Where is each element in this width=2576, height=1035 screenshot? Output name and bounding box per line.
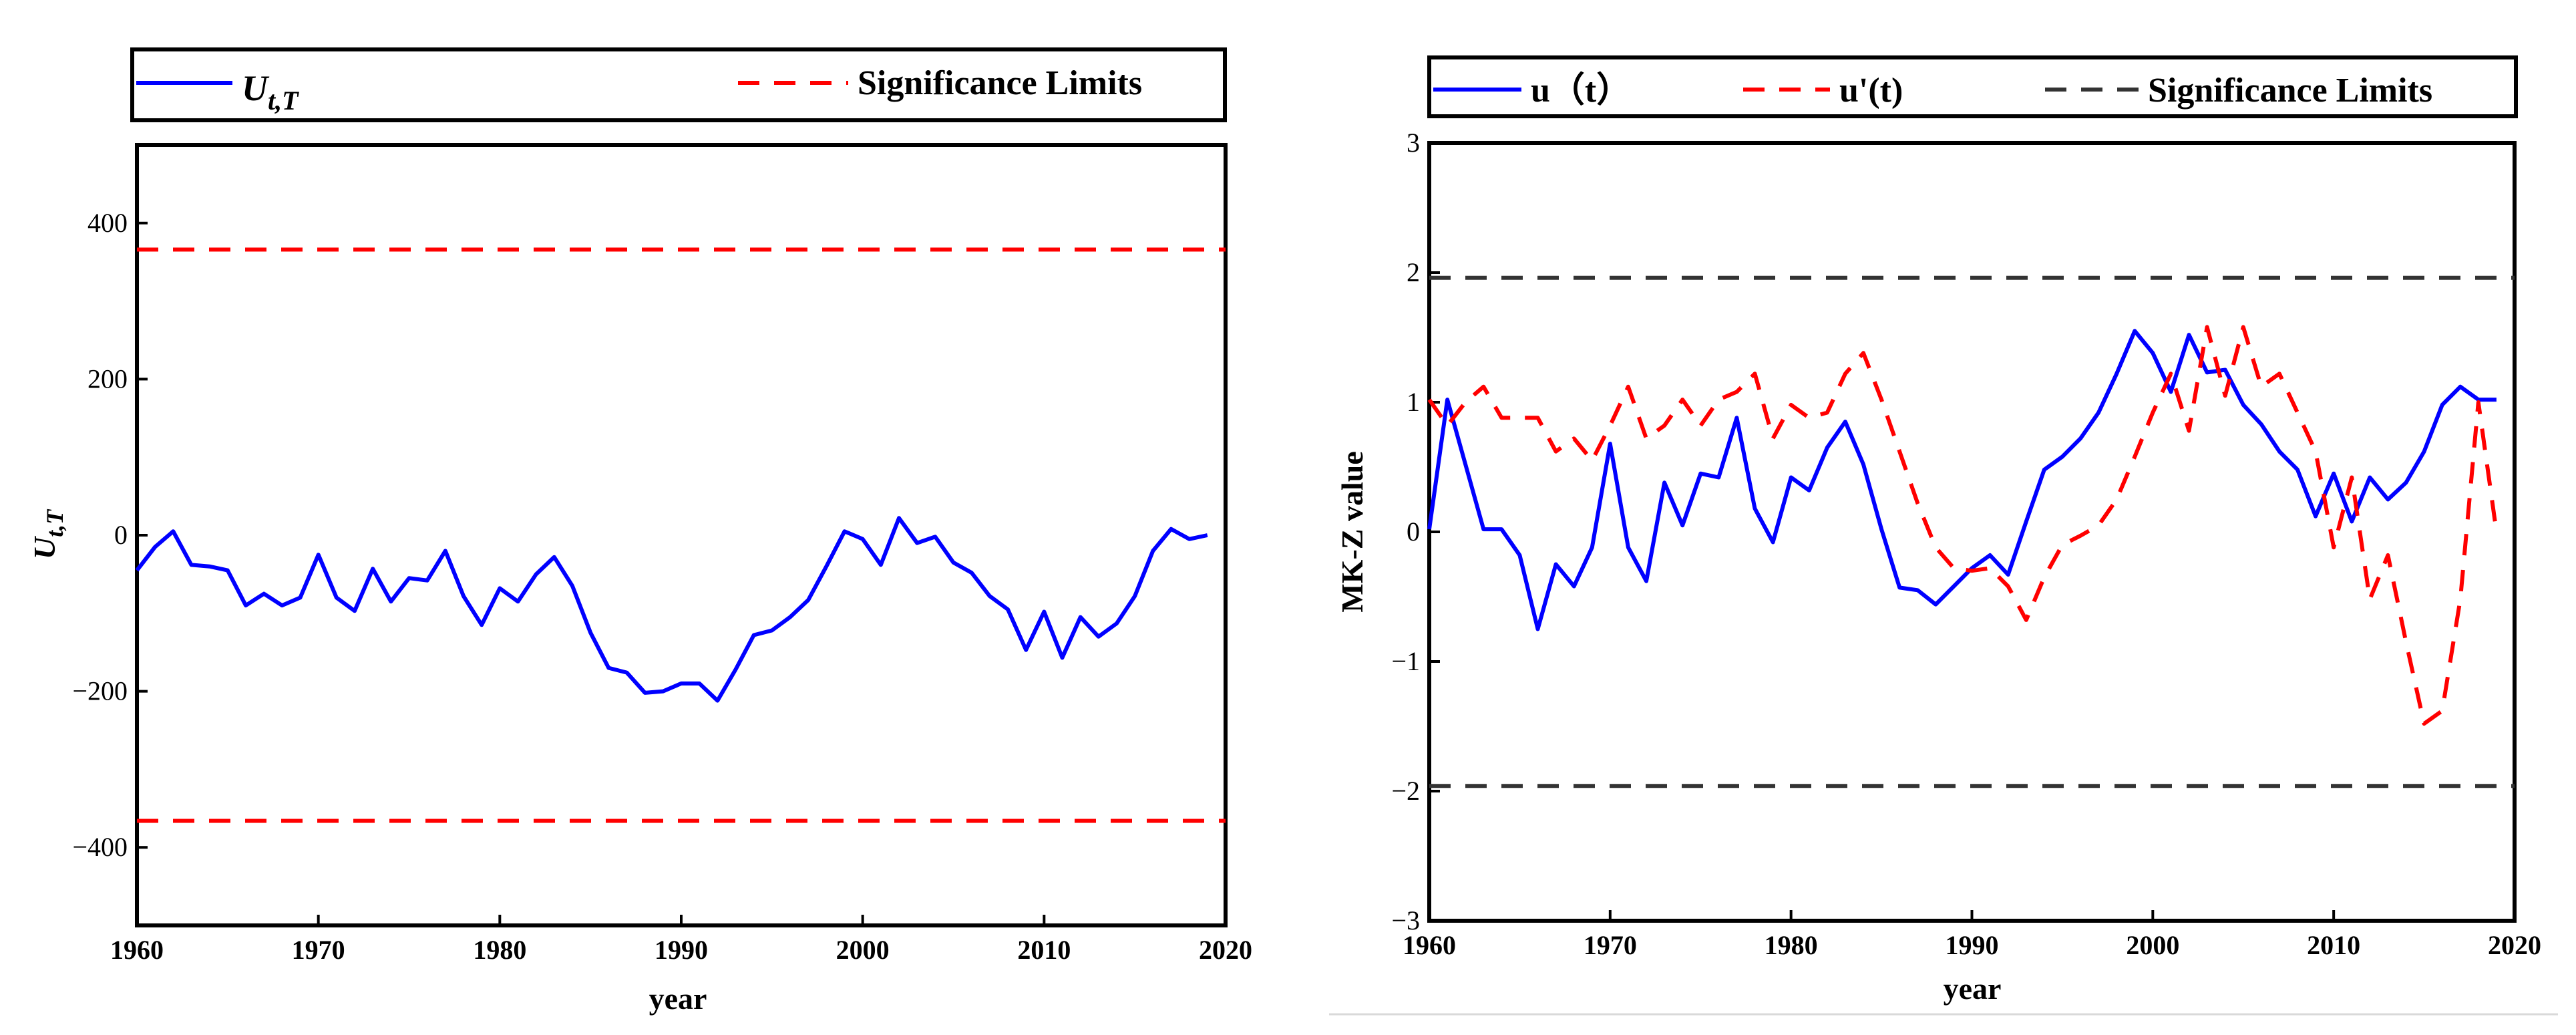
left-y-tick-label: 400 bbox=[87, 208, 128, 238]
left-x-tick-label: 1990 bbox=[655, 935, 708, 965]
left-chart: Ut,T Significance Limits 4002000−200−400… bbox=[27, 47, 1252, 1016]
left-x-axis-title: year bbox=[649, 982, 707, 1016]
left-series bbox=[135, 247, 1226, 823]
right-x-tick-label: 1970 bbox=[1584, 930, 1637, 960]
right-y-axis-title: MK-Z value bbox=[1335, 451, 1369, 612]
left-x-tick-label: 1980 bbox=[473, 935, 526, 965]
right-y-tick-label: −1 bbox=[1391, 646, 1420, 676]
left-legend-label-ut: Ut,T bbox=[242, 68, 299, 116]
right-x-tick-label: 1980 bbox=[1765, 930, 1818, 960]
right-y-tick-label: 1 bbox=[1407, 387, 1420, 417]
right-series bbox=[1427, 275, 2515, 788]
right-y-tick-label: 3 bbox=[1407, 128, 1420, 158]
right-legend-label-ut: u（t） bbox=[1531, 71, 1631, 110]
left-x-tick-label: 2020 bbox=[1199, 935, 1252, 965]
right-x-tick-label: 2010 bbox=[2307, 930, 2360, 960]
left-x-tick-label: 2010 bbox=[1017, 935, 1071, 965]
right-y-axis: 3 2 1 0 −1 −2 −3 bbox=[1391, 128, 1440, 935]
right-y-tick-label: −2 bbox=[1391, 776, 1420, 806]
left-legend-box bbox=[130, 47, 1227, 122]
right-y-tick-label: −3 bbox=[1391, 905, 1420, 935]
right-x-tick-label: 2020 bbox=[2488, 930, 2541, 960]
left-series-line-0 bbox=[135, 516, 1208, 703]
left-legend-label-significance: Significance Limits bbox=[858, 64, 1142, 102]
left-y-tick-label: 0 bbox=[114, 520, 128, 550]
right-x-axis-title: year bbox=[1944, 972, 2002, 1006]
right-legend-box bbox=[1427, 55, 2518, 118]
left-y-tick-label: −400 bbox=[72, 832, 128, 862]
right-x-tick-label: 1990 bbox=[1946, 930, 1999, 960]
left-y-tick-label: −200 bbox=[72, 676, 128, 706]
right-x-axis: 1960 1970 1980 1990 2000 2010 2020 bbox=[1403, 910, 2541, 960]
right-x-tick-label: 1960 bbox=[1403, 930, 1456, 960]
left-y-axis: 400 200 0 −200 −400 bbox=[72, 208, 148, 862]
left-x-axis: 1960 1970 1980 1990 2000 2010 2020 bbox=[110, 915, 1252, 965]
right-chart: u（t） u'(t) Significance Limits 3 2 1 0 −1 −2 −… bbox=[1329, 55, 2558, 1016]
left-x-tick-label: 1960 bbox=[110, 935, 164, 965]
right-y-tick-label: 0 bbox=[1407, 516, 1420, 547]
left-y-axis-title: Ut,T bbox=[27, 508, 68, 559]
right-y-tick-label: 2 bbox=[1407, 257, 1420, 287]
left-x-tick-label: 2000 bbox=[836, 935, 890, 965]
left-y-tick-label: 200 bbox=[87, 363, 128, 394]
left-x-tick-label: 1970 bbox=[292, 935, 345, 965]
right-x-tick-label: 2000 bbox=[2126, 930, 2179, 960]
right-legend-label-ut-prime: u'(t) bbox=[1839, 71, 1903, 110]
right-series-line-1 bbox=[1427, 325, 2499, 726]
left-plot-frame bbox=[135, 143, 1228, 927]
right-legend-label-significance: Significance Limits bbox=[2148, 71, 2432, 110]
right-series-line-0 bbox=[1427, 329, 2497, 631]
right-plot-frame bbox=[1427, 141, 2517, 923]
